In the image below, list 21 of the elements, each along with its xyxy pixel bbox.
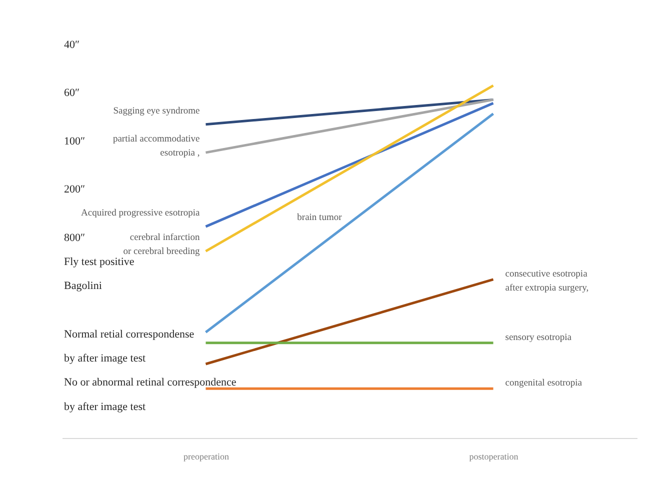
series-label: congenital esotropia [505, 378, 583, 389]
text: 40″ [64, 38, 80, 51]
annotation: No or abnormal retinal correspondence [64, 376, 236, 389]
annotation: Fly test positive [64, 256, 134, 268]
series-label: consecutive esotropia after extropia surgery, [505, 269, 589, 294]
series-label: brain tumor [297, 213, 343, 224]
series-label: sensory esotropia [505, 332, 572, 343]
annotation: 200″ [64, 184, 86, 196]
annotation: by after image test [64, 400, 146, 413]
series-label: partial accommodative esotropia , [112, 134, 200, 159]
annotation: 100″ [64, 135, 86, 148]
series-label: Acquired progressive esotropia [81, 208, 201, 219]
series-label: cerebral infarction or cerebral breeding [123, 233, 200, 258]
annotation: Normal retial correspondense [64, 328, 194, 340]
series-label: Sagging eye syndrome [113, 106, 200, 116]
annotation: 800″ [64, 232, 86, 244]
x-tick-label: postoperation [469, 452, 519, 462]
annotation: 60″ [64, 87, 80, 100]
x-tick-label: preoperation [184, 452, 230, 462]
annotation: Bagolini [64, 280, 102, 292]
annotation: by after image test [64, 352, 146, 365]
